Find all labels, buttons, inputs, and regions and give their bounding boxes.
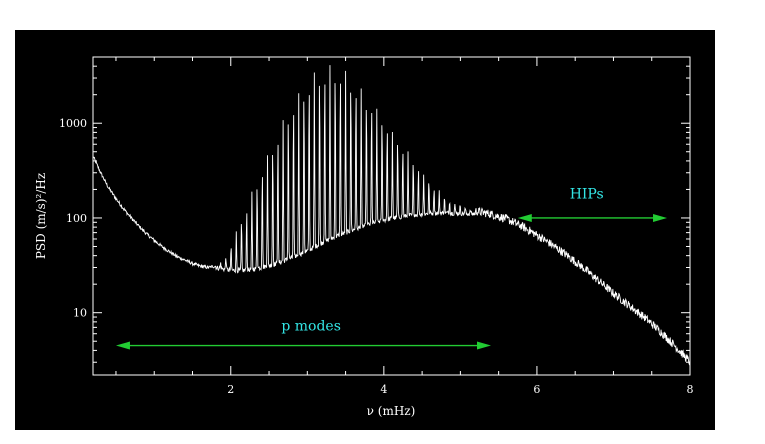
plot-frame <box>92 56 691 376</box>
y-tick-label: 10 <box>73 307 87 320</box>
x-tick-label: 8 <box>687 383 694 396</box>
annotation-arrow-head-left <box>517 213 532 222</box>
y-tick-label: 1000 <box>59 117 87 130</box>
chart-panel: 2 4 6 8 10 100 1000 p modes HIPs ν (mHz) PSD (m… <box>15 30 715 430</box>
y-axis-label: PSD (m/s)²/Hz <box>34 173 48 259</box>
arrow-layer: p modes HIPs <box>115 187 668 350</box>
x-tick-label: 4 <box>380 383 387 396</box>
annotation-arrow-head-right <box>653 213 668 222</box>
x-axis-label: ν (mHz) <box>367 404 416 418</box>
annotation-label: p modes <box>281 318 341 334</box>
ticks-layer: 2 4 6 8 10 100 1000 <box>59 56 694 396</box>
x-tick-label: 6 <box>533 383 540 396</box>
curve-layer <box>92 65 691 367</box>
y-tick-label: 100 <box>66 212 87 225</box>
annotation-arrow-head-left <box>115 341 130 350</box>
psd-chart: 2 4 6 8 10 100 1000 p modes HIPs ν (mHz) PSD (m… <box>34 56 694 418</box>
annotation-arrow-head-right <box>477 341 491 350</box>
annotation-label: HIPs <box>570 187 604 203</box>
x-tick-label: 2 <box>227 383 234 396</box>
psd-series-line <box>92 65 691 367</box>
